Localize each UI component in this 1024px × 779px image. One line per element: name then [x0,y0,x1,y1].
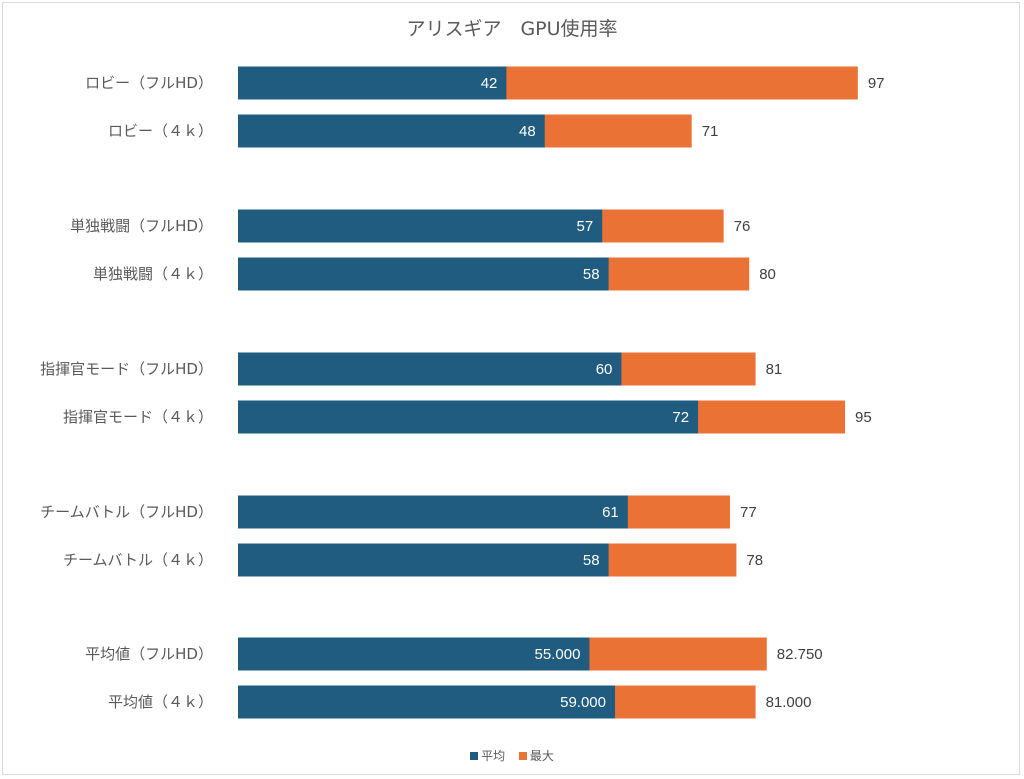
category-label: 指揮官モード（４ｋ） [63,408,213,426]
data-label-max: 97 [868,75,885,92]
data-label-average: 72 [672,409,689,426]
category-label: チームバトル（４ｋ） [63,551,213,569]
legend-swatch-max [518,752,527,760]
data-label-max: 76 [734,218,751,235]
data-label-max: 78 [746,552,763,569]
data-label-average: 48 [519,123,536,140]
bar-average [238,685,616,719]
data-label-average: 58 [583,266,600,283]
data-label-max: 80 [759,266,776,283]
data-label-average: 60 [596,361,613,378]
data-label-average: 58 [583,552,600,569]
category-label: 平均値（４ｋ） [108,693,213,711]
legend-label-max: 最大 [529,749,554,763]
data-label-average: 55.000 [535,646,581,663]
bar-average [238,352,622,386]
data-label-average: 61 [602,504,619,521]
data-label-max: 71 [702,123,719,140]
data-label-max: 81 [766,361,783,378]
data-label-max: 82.750 [777,646,823,663]
data-label-max: 81.000 [766,694,812,711]
data-label-average: 59.000 [560,694,606,711]
bar-average [238,637,590,671]
category-label: チームバトル（フルHD） [40,503,213,521]
bar-average [238,543,609,577]
data-label-max: 95 [855,409,872,426]
category-label: 平均値（フルHD） [85,645,213,663]
bar-average [238,400,699,434]
category-label: 単独戦闘（４ｋ） [93,265,213,283]
chart-title: アリスギア GPU使用率 [406,18,618,40]
legend-item-average: 平均 [470,747,505,764]
bar-average [238,257,609,291]
bar-average [238,66,507,100]
legend: 平均 最大 [0,747,1024,764]
legend-item-max: 最大 [518,747,554,764]
category-label: 指揮官モード（フルHD） [40,360,213,378]
legend-swatch-average [470,752,479,760]
data-label-average: 42 [481,75,498,92]
category-label: ロビー（フルHD） [85,74,213,92]
bar-average [238,114,545,148]
category-label: 単独戦闘（フルHD） [70,217,213,235]
data-label-average: 57 [577,218,594,235]
data-label-max: 77 [740,504,757,521]
bar-average [238,209,603,243]
legend-label-average: 平均 [481,749,506,763]
bar-average [238,495,628,529]
category-label: ロビー（４ｋ） [108,122,213,140]
